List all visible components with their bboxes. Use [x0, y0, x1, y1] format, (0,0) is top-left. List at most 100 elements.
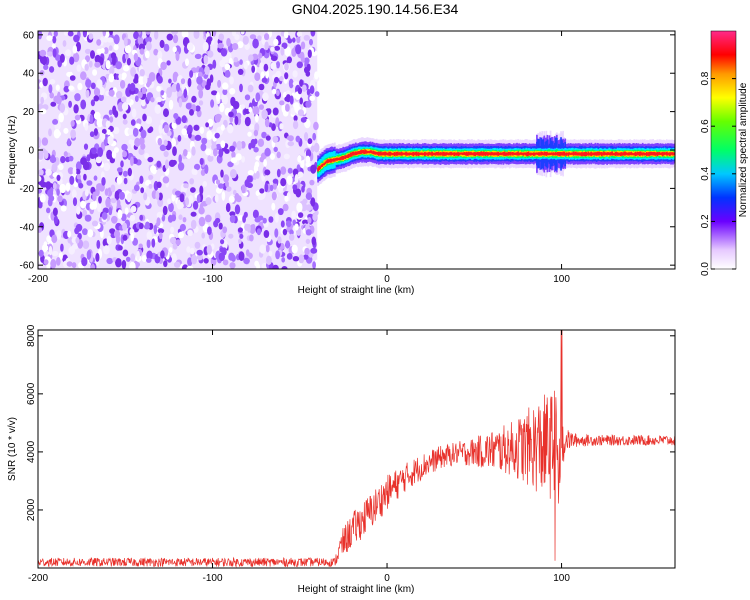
noise-cell: [280, 166, 287, 175]
carrier-cell: [625, 152, 627, 156]
carrier-cell: [515, 152, 517, 155]
noise-cell: [118, 73, 123, 80]
carrier-cell: [539, 152, 541, 156]
carrier-cell: [403, 152, 405, 155]
noise-cell: [246, 175, 253, 183]
noise-cell: [311, 236, 317, 246]
carrier-cell: [664, 152, 667, 155]
noise-cell: [148, 126, 154, 133]
noise-cell: [284, 195, 289, 202]
carrier-cell: [652, 152, 655, 156]
noise-cell: [190, 247, 195, 255]
noise-cell: [103, 162, 111, 172]
carrier-cell: [355, 151, 358, 155]
carrier-cell: [575, 152, 578, 156]
noise-cell: [39, 81, 43, 88]
noise-cell: [39, 193, 46, 203]
noise-cell: [145, 116, 153, 125]
noise-cell: [241, 184, 246, 194]
noise-cell: [140, 187, 145, 194]
noise-cell: [124, 207, 129, 215]
carrier-cell: [430, 152, 433, 156]
noise-cell: [127, 128, 134, 136]
noise-cell: [116, 176, 123, 184]
noise-cell: [105, 120, 111, 128]
noise-cell: [170, 226, 175, 233]
noise-cell: [93, 175, 98, 181]
noise-cell: [310, 197, 316, 207]
noise-cell: [297, 171, 304, 178]
carrier-cell: [619, 152, 622, 156]
noise-cell: [196, 76, 203, 85]
carrier-cell: [470, 151, 472, 156]
noise-cell: [238, 251, 245, 261]
noise-cell: [94, 54, 102, 64]
carrier-cell: [491, 152, 493, 155]
noise-cell: [305, 155, 311, 164]
noise-cell: [52, 35, 57, 44]
noise-cell: [138, 222, 144, 230]
carrier-cell: [446, 152, 448, 156]
carrier-cell: [401, 151, 403, 156]
carrier-cell: [630, 151, 633, 156]
noise-cell: [299, 79, 304, 87]
noise-cell: [289, 95, 294, 105]
carrier-cell: [421, 152, 424, 156]
noise-cell: [48, 128, 52, 137]
noise-cell: [233, 57, 239, 63]
noise-cell: [284, 62, 289, 71]
carrier-cell: [620, 152, 623, 156]
noise-cell: [193, 124, 200, 131]
noise-cell: [279, 100, 285, 106]
noise-cell: [164, 159, 169, 170]
carrier-cell: [500, 152, 503, 156]
noise-cell: [63, 151, 68, 157]
noise-cell: [118, 245, 123, 251]
snr-series-line: [38, 330, 675, 568]
noise-cell: [307, 49, 312, 58]
noise-cell: [239, 59, 243, 65]
noise-cell: [40, 96, 44, 105]
noise-cell: [53, 215, 59, 225]
noise-cell: [198, 88, 204, 99]
noise-cell: [294, 223, 299, 231]
noise-cell: [300, 117, 307, 123]
noise-cell: [314, 91, 320, 97]
noise-cell: [124, 45, 132, 54]
colorbar-tick-label: 0.0: [700, 262, 711, 276]
carrier-cell: [391, 153, 394, 156]
noise-cell: [220, 239, 225, 245]
noise-cell: [271, 191, 277, 201]
noise-cell: [177, 135, 182, 142]
noise-cell: [192, 200, 199, 210]
carrier-cell: [420, 152, 423, 155]
noise-cell: [209, 74, 214, 83]
noise-cell: [285, 220, 292, 228]
noise-cell: [163, 260, 168, 268]
noise-cell: [91, 220, 99, 227]
noise-cell: [59, 53, 65, 63]
noise-cell: [126, 97, 131, 104]
noise-cell: [286, 135, 294, 141]
carrier-cell: [372, 150, 375, 155]
carrier-cell: [641, 152, 644, 156]
noise-cell: [84, 214, 92, 222]
carrier-cell: [673, 152, 675, 156]
noise-cell: [139, 214, 144, 221]
carrier-cell: [453, 152, 456, 157]
noise-cell: [107, 135, 114, 145]
noise-cell: [221, 94, 226, 100]
noise-cell: [137, 91, 143, 99]
noise-cell: [60, 243, 64, 252]
noise-cell: [180, 78, 186, 85]
carrier-cell: [670, 152, 672, 156]
carrier-cell: [671, 152, 673, 155]
noise-cell: [148, 183, 153, 189]
noise-cell: [194, 53, 202, 60]
noise-cell: [156, 211, 163, 219]
carrier-cell: [596, 151, 599, 156]
noise-cell: [191, 95, 197, 103]
carrier-cell: [456, 152, 459, 156]
noise-cell: [106, 129, 111, 136]
carrier-cell: [579, 152, 581, 156]
